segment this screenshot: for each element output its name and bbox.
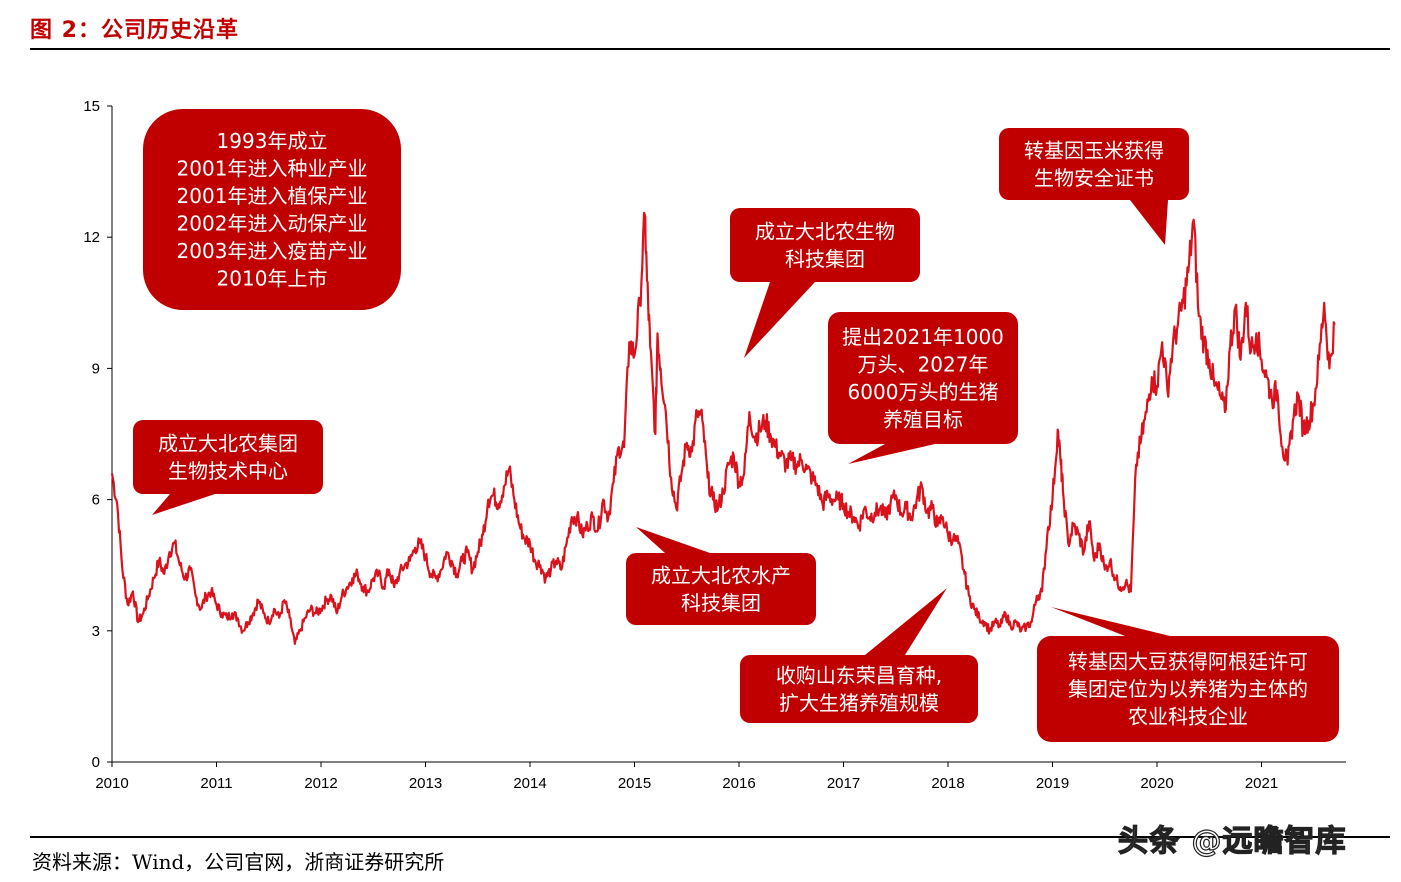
x-tick-label: 2017	[827, 775, 860, 792]
callout-text: 2001年进入植保产业	[177, 184, 368, 208]
source-note: 资料来源：Wind，公司官网，浙商证券研究所	[32, 850, 445, 874]
callout-pointer	[848, 444, 935, 464]
series-group	[110, 211, 1336, 645]
callout-text: 科技集团	[681, 591, 761, 615]
callout-box	[1037, 636, 1339, 742]
callout-box	[730, 208, 920, 282]
callout-pointer	[636, 527, 710, 553]
callout-text: 2001年进入种业产业	[177, 156, 368, 180]
series-line	[110, 211, 1336, 645]
x-tick-label: 2013	[409, 775, 442, 792]
x-tick-label: 2018	[931, 775, 964, 792]
callout: 1993年成立 2001年进入种业产业 2001年进入植保产业 2002年进入动保产业…	[143, 109, 401, 310]
x-tick-label: 2021	[1245, 775, 1278, 792]
callout-pointer	[865, 588, 947, 655]
callout-text: 6000万头的生猪	[848, 380, 999, 404]
y-tick-label: 15	[83, 98, 100, 115]
callout-pointer	[744, 282, 815, 358]
callout-pointer	[1130, 200, 1168, 245]
callout-text: 成立大北农生物	[755, 219, 895, 243]
watermark: 头条 @远瞻智库	[1117, 823, 1347, 859]
callout-text: 生物技术中心	[168, 459, 288, 483]
y-tick-label: 0	[92, 754, 100, 771]
x-tick-label: 2012	[304, 775, 337, 792]
callout-text: 科技集团	[785, 247, 865, 271]
callout-text: 收购山东荣昌育种,	[776, 663, 942, 687]
callout-text: 万头、2027年	[858, 352, 989, 376]
y-tick-label: 9	[92, 360, 100, 377]
callout-box	[626, 553, 816, 625]
chart-axes: 0 3 6 9 12 15 2010 2011 2012 2013 2014 2015 2016 2017…	[83, 98, 1346, 792]
callout-pointer	[1051, 607, 1170, 636]
callout-text: 2002年进入动保产业	[177, 211, 368, 235]
callout: 收购山东荣昌育种, 扩大生猪养殖规模	[740, 588, 978, 723]
callout-pointer	[152, 494, 215, 515]
callout-text: 2010年上市	[217, 266, 328, 290]
x-tick-label: 2020	[1140, 775, 1173, 792]
callout-box	[740, 655, 978, 723]
callout-text: 集团定位为以养猪为主体的	[1068, 677, 1308, 701]
callout-text: 转基因大豆获得阿根廷许可	[1068, 650, 1308, 674]
callout-box	[143, 109, 401, 310]
x-tick-label: 2019	[1036, 775, 1069, 792]
callout-text: 成立大北农集团	[158, 431, 298, 455]
callout-box	[999, 128, 1189, 200]
bottom-divider	[30, 836, 1390, 838]
x-tick-label: 2016	[722, 775, 755, 792]
callout-text: 成立大北农水产	[651, 563, 791, 587]
y-tick-label: 6	[92, 492, 100, 509]
callouts: 1993年成立 2001年进入种业产业 2001年进入植保产业 2002年进入动保产业…	[133, 109, 1339, 742]
callout-text: 转基因玉米获得	[1024, 138, 1164, 162]
x-tick-label: 2015	[618, 775, 651, 792]
callout-text: 1993年成立	[217, 129, 328, 153]
callout-text: 扩大生猪养殖规模	[779, 691, 939, 715]
y-tick-label: 12	[83, 229, 100, 246]
y-tick-label: 3	[92, 623, 100, 640]
x-tick-label: 2011	[200, 775, 232, 792]
figure-title: 图 2：公司历史沿革	[30, 18, 239, 43]
callout-text: 2003年进入疫苗产业	[177, 239, 368, 263]
x-tick-label: 2010	[95, 775, 128, 792]
x-tick-label: 2014	[513, 775, 546, 792]
callout-box	[828, 312, 1018, 444]
callout-box	[133, 420, 323, 494]
callout-text: 提出2021年1000	[842, 325, 1004, 349]
top-divider	[30, 48, 1390, 50]
callout-text: 生物安全证书	[1034, 166, 1154, 190]
callout-text: 农业科技企业	[1128, 705, 1248, 729]
callout-text: 养殖目标	[883, 407, 963, 431]
